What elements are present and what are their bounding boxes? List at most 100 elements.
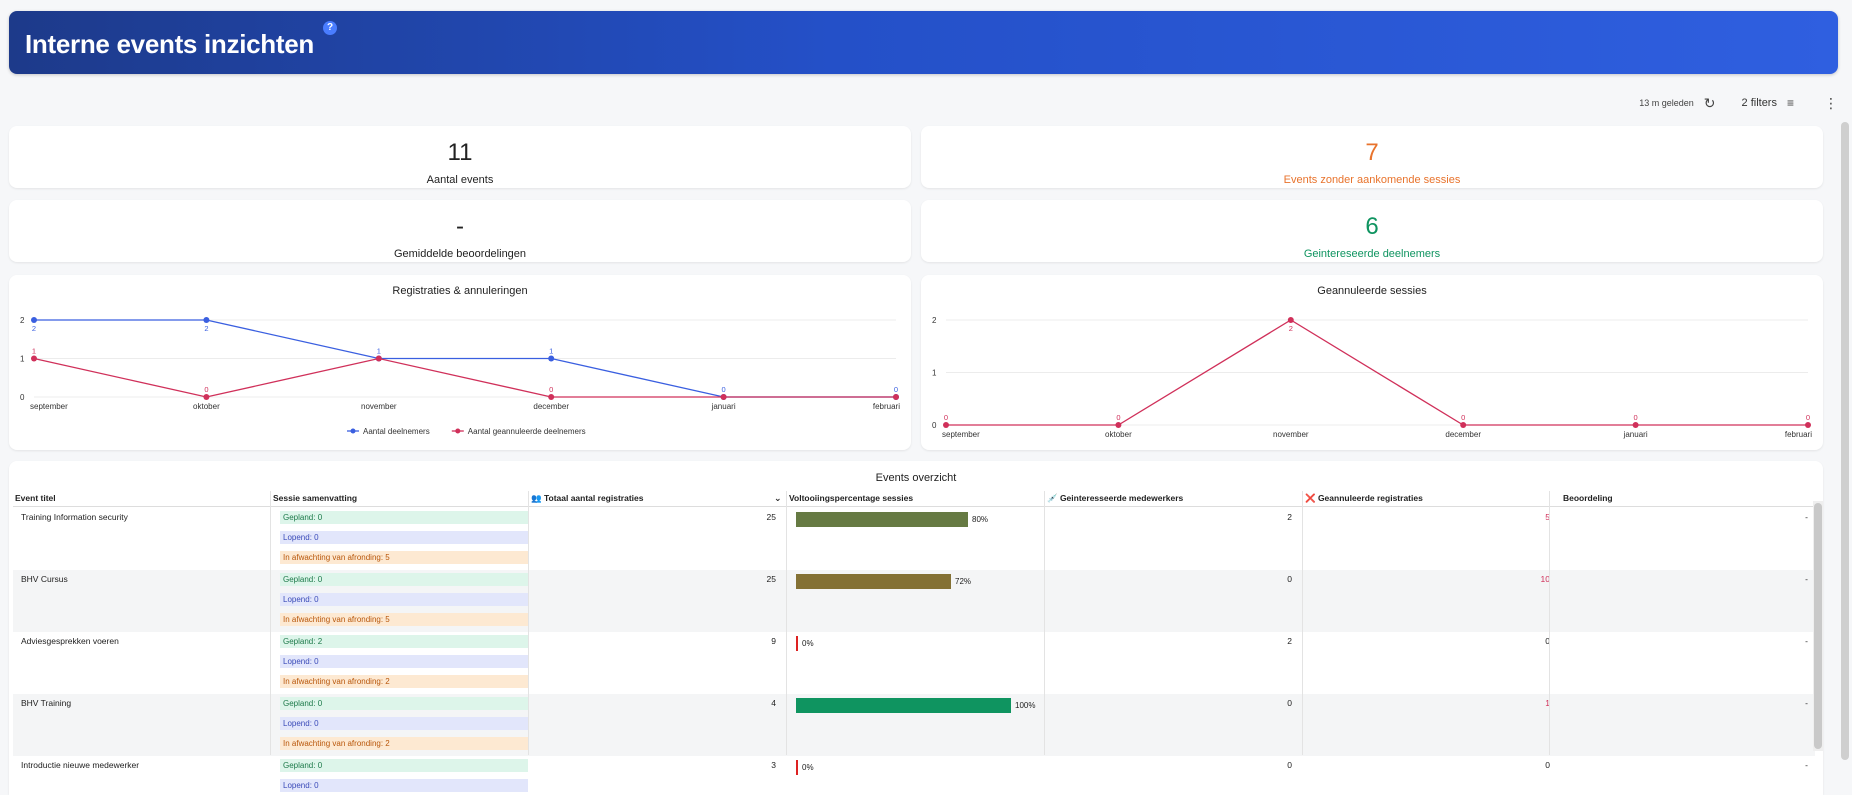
data-label: 0 [944,413,948,422]
registrations-chart: 0 1 2 september oktober november december janua… [20,316,900,436]
cancelled-sessions-chart: 0 1 2 september oktober november december janua… [932,316,1812,439]
page-scrollbar[interactable] [1841,122,1849,760]
total-registrations: 25 [766,574,776,584]
data-point [375,355,382,362]
interested-employees: 2 [1287,512,1292,522]
data-point [31,355,37,362]
interested-employees: 2 [1287,636,1292,646]
completion-percentage: 72% [955,577,972,586]
total-registrations: 25 [766,512,776,522]
cancelled-registrations: 5 [1545,512,1550,522]
data-label: 0 [894,385,898,394]
column-divider [270,491,271,755]
completion-percentage: 80% [972,515,989,524]
session-summary: Gepland: 0 Lopend: 0 In afwachting van afr… [280,511,530,567]
column-divider [1044,491,1045,755]
rating: - [1805,512,1808,522]
event-title[interactable]: Introductie nieuwe medewerker [21,760,140,770]
event-title[interactable]: BHV Training [21,698,72,708]
legend-label: Aantal deelnemers [363,427,430,436]
col-interested-employees[interactable]: 💉 Geinteresseerde medewerkers [1047,493,1184,503]
pill-planned: Gepland: 0 [280,573,528,586]
x-tick-label: oktober [1105,430,1132,439]
data-point [203,394,210,400]
data-label: 2 [32,324,36,333]
pill-running: Lopend: 0 [280,717,528,730]
kpi-card-ratings: - Gemiddelde beoordelingen [9,200,911,262]
data-point [943,422,949,428]
kpi-label: Gemiddelde beoordelingen [393,248,527,260]
table-row[interactable]: BHV Training Gepland: 0 Lopend: 0 In afwach… [13,694,1815,756]
data-point [1287,317,1294,323]
pill-planned: Gepland: 0 [280,511,528,524]
data-point [1460,422,1467,428]
pill-planned: Gepland: 0 [280,759,528,772]
col-rating[interactable]: Beoordeling [1563,493,1613,503]
data-label: 0 [204,385,208,394]
cancelled-registrations: 1 [1545,698,1550,708]
completion-bar [796,760,798,775]
col-completion-rate[interactable]: Voltooiingspercentage sessies [789,493,914,503]
completion-bar [796,698,1011,713]
column-divider [1302,491,1303,755]
events-table-card: Events overzicht Event titel Sessie same… [9,461,1823,795]
data-point [548,394,555,400]
table-row[interactable]: Training Information security Gepland: 0 L… [13,508,1815,570]
event-title[interactable]: Training Information security [21,512,128,522]
table-title: Events overzicht [875,472,957,484]
filter-icon[interactable]: ≡ [1786,96,1794,110]
cancelled-registrations: 0 [1545,760,1550,770]
col-event-title[interactable]: Event titel [15,493,56,503]
table-row[interactable]: Adviesgesprekken voeren Gepland: 2 Lopend:… [13,632,1815,694]
data-label: 1 [549,347,553,356]
x-tick-label: januari [711,402,736,411]
x-tick-label: september [942,430,980,439]
kpi-value: 7 [1365,139,1379,166]
refresh-icon[interactable]: ↻ [1703,94,1716,111]
kpi-label: Geintereseerde deelnemers [1303,248,1441,260]
legend-marker [350,428,356,434]
data-point [1115,422,1122,428]
interested-employees: 0 [1287,574,1292,584]
col-session-summary[interactable]: Sessie samenvatting [273,493,358,503]
rating: - [1805,760,1808,770]
pill-running: Lopend: 0 [280,655,528,668]
table-row[interactable]: Introductie nieuwe medewerker Gepland: 0 L… [13,756,1815,795]
kpi-value: - [456,213,464,240]
completion-percentage: 0% [802,639,814,648]
x-tick-label: september [30,402,68,411]
pill-pending: In afwachting van afronding: 2 [280,737,528,750]
kpi-label: Events zonder aankomende sessies [1283,174,1461,186]
data-point [203,317,210,323]
page-header: Interne events inzichten ? [9,11,1838,74]
chart-card-registrations: Registraties & annuleringen 0 1 2 september… [9,275,911,450]
page-title: Interne events inzichten [25,29,314,59]
data-label: 2 [204,324,208,333]
event-title[interactable]: BHV Cursus [21,574,68,584]
kpi-card-interested: 6 Geintereseerde deelnemers [921,200,1823,262]
x-tick-label: december [1445,430,1481,439]
table-row[interactable]: BHV Cursus Gepland: 0 Lopend: 0 In afwachti… [13,570,1815,632]
rating: - [1805,636,1808,646]
event-title[interactable]: Adviesgesprekken voeren [21,636,119,646]
legend-label: Aantal geannuleerde deelnemers [468,427,586,436]
pill-planned: Gepland: 2 [280,635,528,648]
table-scrollbar-thumb[interactable] [1814,503,1822,749]
col-total-registrations[interactable]: 👥 Totaal aantal registraties [531,493,644,503]
chart-title: Geannuleerde sessies [1317,285,1427,297]
col-cancelled-registrations[interactable]: ❌ Geannuleerde registraties [1305,493,1423,503]
y-tick-label: 2 [20,316,25,325]
filters-button[interactable]: 2 filters [1741,97,1777,109]
sort-chevron-down-icon[interactable]: ⌄ [774,493,782,503]
kpi-card-no-sessions: 7 Events zonder aankomende sessies [921,126,1823,188]
data-label: 0 [549,385,553,394]
more-options-icon[interactable]: ⋮ [1824,94,1838,111]
total-registrations: 4 [771,698,776,708]
session-summary: Gepland: 2 Lopend: 0 In afwachting van afr… [280,635,530,691]
column-divider [1549,491,1550,755]
y-tick-label: 1 [20,355,25,364]
data-label: 1 [32,347,36,356]
help-icon[interactable]: ? [323,21,337,35]
y-tick-label: 1 [932,369,937,378]
x-tick-label: november [1273,430,1309,439]
